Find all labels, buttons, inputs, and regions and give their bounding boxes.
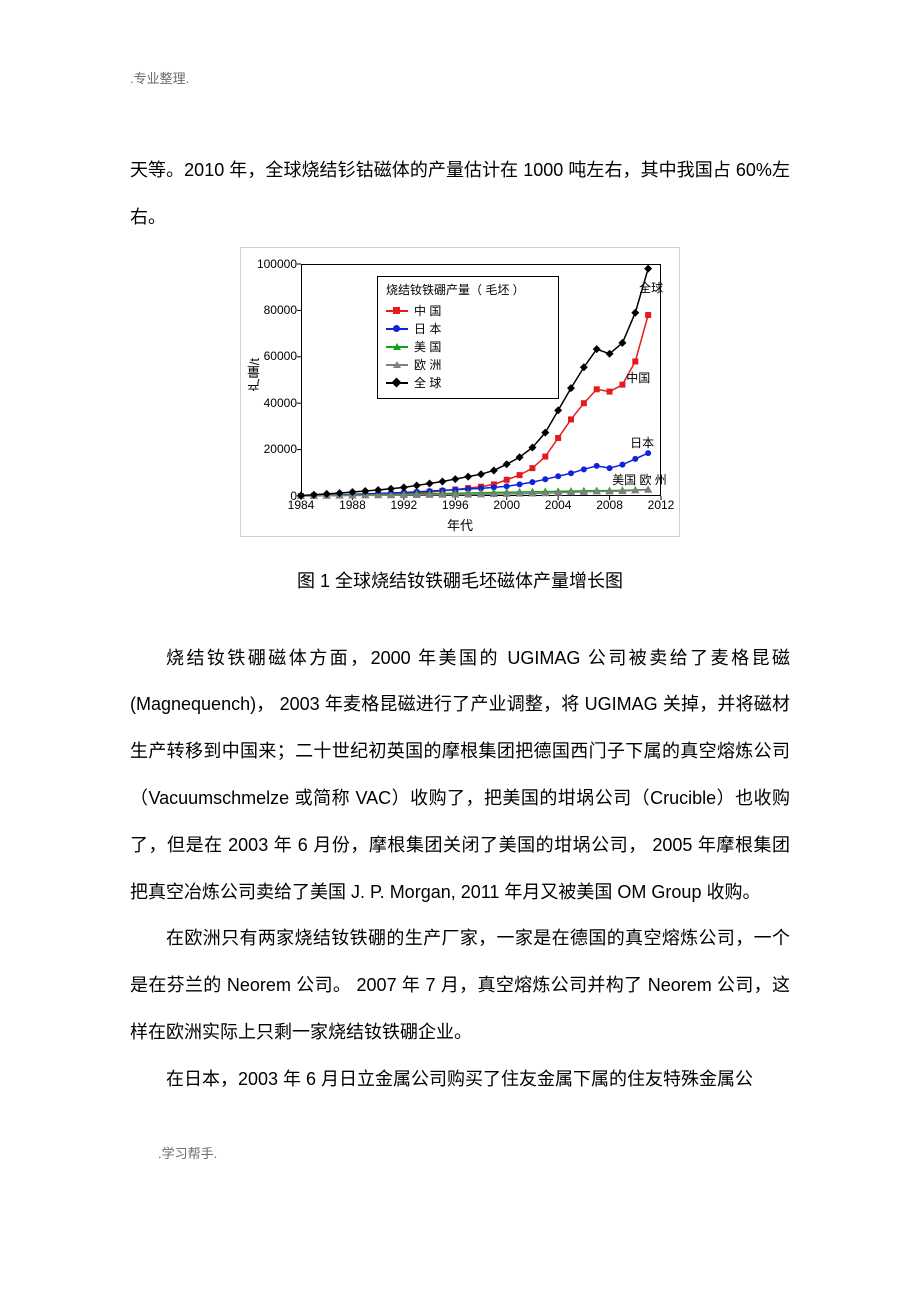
chart-annotation: 美国 欧 州	[612, 471, 667, 488]
legend-item: 欧 洲	[386, 356, 550, 374]
chart-xlabel: 年代	[241, 515, 679, 534]
chart-plot-area: 烧结钕铁硼产量（ 毛坯 ） 中 国日 本美 国欧 洲全 球 0200004000…	[301, 264, 661, 496]
legend-item-label: 日 本	[414, 320, 441, 338]
xtick-label: 1996	[442, 498, 469, 512]
page-footer: .学习帮手.	[130, 1143, 790, 1162]
document-page: .专业整理. 天等。2010 年，全球烧结钐钴磁体的产量估计在 1000 吨左右…	[0, 0, 920, 1212]
legend-item: 美 国	[386, 338, 550, 356]
legend-item-label: 美 国	[414, 338, 441, 356]
ytick-label: 80000	[253, 303, 297, 317]
paragraph-3: 在欧洲只有两家烧结钕铁硼的生产厂家，一家是在德国的真空熔炼公司，一个是在芬兰的 …	[130, 915, 790, 1055]
xtick-label: 1992	[390, 498, 417, 512]
legend-title: 烧结钕铁硼产量（ 毛坯 ）	[386, 281, 550, 298]
chart-annotation: 日本	[630, 434, 654, 451]
xtick-label: 2008	[596, 498, 623, 512]
legend-item: 中 国	[386, 302, 550, 320]
legend-item-label: 全 球	[414, 374, 441, 392]
ytick-label: 60000	[253, 349, 297, 363]
legend-item: 全 球	[386, 374, 550, 392]
figure-1-chart: 产量/t 烧结钕铁硼产量（ 毛坯 ） 中 国日 本美 国欧 洲全 球 02000…	[240, 247, 680, 537]
chart-annotation: 中国	[626, 369, 650, 386]
xtick-label: 2012	[648, 498, 675, 512]
xtick-label: 1988	[339, 498, 366, 512]
legend-item-label: 中 国	[414, 302, 441, 320]
legend-rows: 中 国日 本美 国欧 洲全 球	[386, 302, 550, 392]
xtick-label: 2000	[493, 498, 520, 512]
page-header: .专业整理.	[130, 68, 790, 87]
chart-annotation: 全球	[639, 279, 663, 296]
paragraph-4: 在日本，2003 年 6 月日立金属公司购买了住友金属下属的住友特殊金属公	[130, 1056, 790, 1103]
ytick-label: 20000	[253, 442, 297, 456]
figure-1-caption: 图 1 全球烧结钕铁硼毛坯磁体产量增长图	[130, 567, 790, 593]
xtick-label: 2004	[545, 498, 572, 512]
chart-legend: 烧结钕铁硼产量（ 毛坯 ） 中 国日 本美 国欧 洲全 球	[377, 276, 559, 399]
xtick-label: 1984	[288, 498, 315, 512]
legend-item-label: 欧 洲	[414, 356, 441, 374]
ytick-label: 40000	[253, 396, 297, 410]
paragraph-2: 烧结钕铁硼磁体方面，2000 年美国的 UGIMAG 公司被卖给了麦格昆磁 (M…	[130, 635, 790, 916]
ytick-label: 100000	[253, 257, 297, 271]
legend-item: 日 本	[386, 320, 550, 338]
paragraph-1: 天等。2010 年，全球烧结钐钴磁体的产量估计在 1000 吨左右，其中我国占 …	[130, 147, 790, 241]
